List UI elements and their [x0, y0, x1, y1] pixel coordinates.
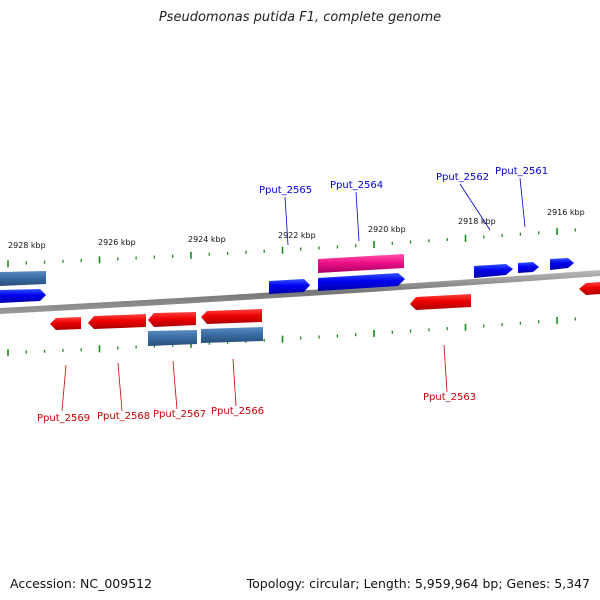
reverse-strand-genes	[50, 282, 600, 346]
genome-summary-text: Topology: circular; Length: 5,959,964 bp…	[246, 576, 590, 591]
gene-label-pput-2567[interactable]: Pput_2567	[153, 409, 206, 420]
gene-pput-2566[interactable]	[201, 309, 262, 324]
gene-steel-left-upper[interactable]	[0, 271, 46, 286]
scale-label: 2924 kbp	[188, 235, 226, 244]
gene-pput-2562[interactable]	[518, 262, 539, 273]
gene-steel-2567[interactable]	[148, 330, 197, 346]
scale-label: 2916 kbp	[547, 208, 585, 217]
scale-label: 2918 kbp	[458, 217, 496, 226]
scale-label: 2922 kbp	[278, 231, 316, 240]
gene-label-pput-2562[interactable]: Pput_2562	[436, 172, 489, 183]
gene-label-pput-2565[interactable]: Pput_2565	[259, 185, 312, 196]
gene-forward-left[interactable]	[0, 289, 46, 303]
gene-label-pput-2563[interactable]: Pput_2563	[423, 392, 476, 403]
gene-label-pput-2566[interactable]: Pput_2566	[211, 406, 264, 417]
genome-title: Pseudomonas putida F1, complete genome	[158, 10, 442, 25]
gene-pput-2569[interactable]	[50, 317, 81, 330]
gene-label-pput-2568[interactable]: Pput_2568	[97, 411, 150, 422]
scale-label: 2920 kbp	[368, 225, 406, 234]
gene-reverse-right[interactable]	[579, 282, 600, 295]
gene-forward-2564b[interactable]	[318, 273, 405, 291]
scale-label: 2926 kbp	[98, 238, 136, 247]
gene-pput-2568[interactable]	[88, 314, 146, 329]
gene-label-pput-2561[interactable]: Pput_2561	[495, 166, 548, 177]
gene-pput-2561[interactable]	[550, 258, 574, 270]
gene-forward-2562[interactable]	[474, 264, 513, 278]
scale-labels: 2928 kbp 2926 kbp 2924 kbp 2922 kbp 2920…	[8, 208, 585, 250]
gene-pput-2564[interactable]	[318, 254, 404, 273]
leader-lines	[61, 177, 526, 412]
gene-pput-2563[interactable]	[410, 294, 471, 310]
scale-label: 2928 kbp	[8, 241, 46, 250]
scale-ticks-upper	[7, 227, 576, 268]
accession-text: Accession: NC_009512	[10, 576, 153, 591]
gene-pput-2565[interactable]	[269, 279, 310, 294]
gene-steel-2566[interactable]	[201, 327, 263, 343]
gene-labels-upper: Pput_2565 Pput_2564 Pput_2562 Pput_2561	[259, 166, 548, 196]
gene-label-pput-2564[interactable]: Pput_2564	[330, 180, 383, 191]
gene-pput-2567[interactable]	[148, 312, 196, 327]
gene-label-pput-2569[interactable]: Pput_2569	[37, 413, 90, 424]
forward-strand-genes	[0, 254, 574, 303]
gene-labels-lower: Pput_2569 Pput_2568 Pput_2567 Pput_2566 …	[37, 392, 476, 424]
